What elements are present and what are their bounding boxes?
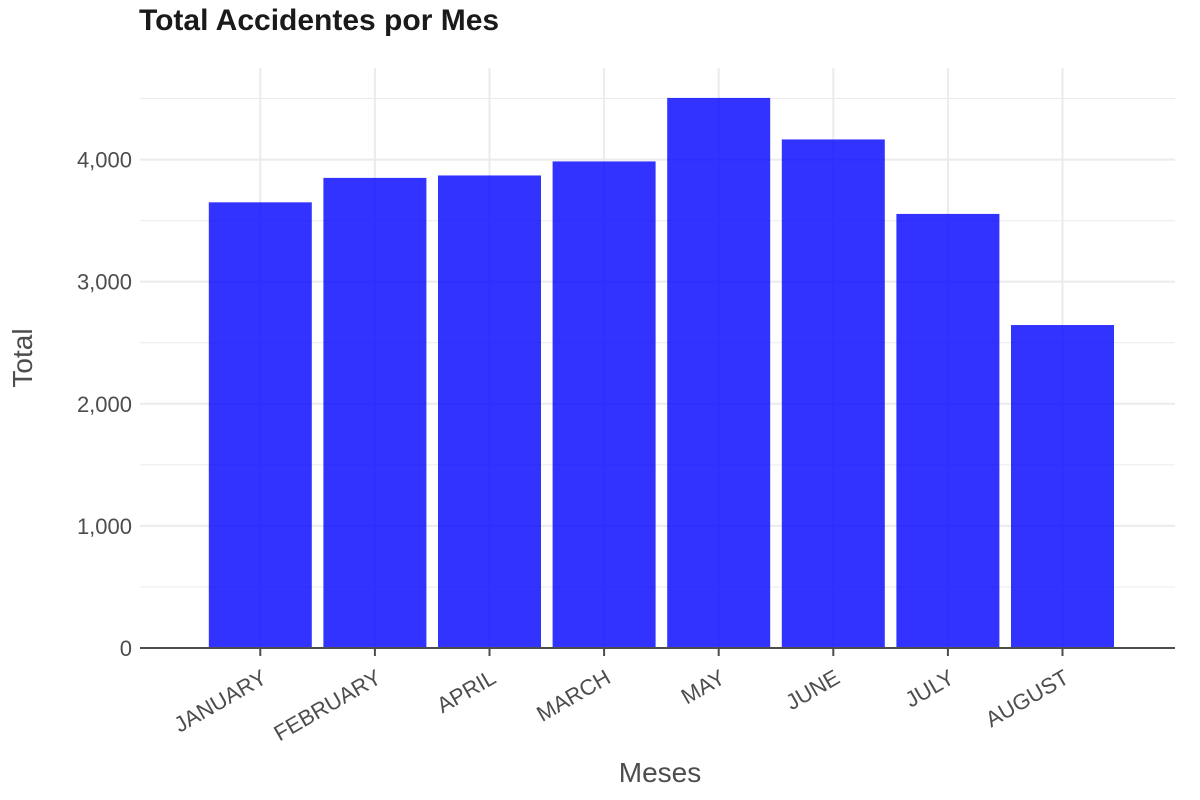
x-tick-label: JANUARY: [170, 664, 271, 737]
x-axis-title: Meses: [619, 757, 701, 788]
bar-june: [781, 139, 885, 648]
bars: [208, 97, 1114, 649]
x-tick-label: JUNE: [782, 665, 844, 715]
y-tick-label: 2,000: [77, 392, 132, 417]
bar-may: [667, 97, 771, 649]
bar-august: [1011, 325, 1114, 648]
x-tick-label: MARCH: [532, 665, 614, 727]
bar-january: [208, 202, 312, 648]
x-tick-label: APRIL: [432, 665, 500, 718]
y-tick-label: 4,000: [77, 148, 132, 173]
x-tick-label: JULY: [901, 664, 959, 712]
bar-march: [552, 161, 656, 648]
axes: [140, 647, 1175, 656]
y-axis-title: Total: [7, 328, 38, 387]
x-tick-label: FEBRUARY: [269, 664, 385, 746]
bar-february: [323, 177, 427, 649]
x-tick-label: AUGUST: [981, 665, 1073, 732]
bar-april: [438, 175, 541, 648]
y-tick-label: 3,000: [77, 270, 132, 295]
chart-title: Total Accidentes por Mes: [139, 4, 500, 37]
y-tick-label: 0: [120, 636, 132, 661]
x-tick-label: MAY: [677, 664, 730, 709]
y-tick-label: 1,000: [77, 514, 132, 539]
bar-july: [896, 213, 1000, 649]
